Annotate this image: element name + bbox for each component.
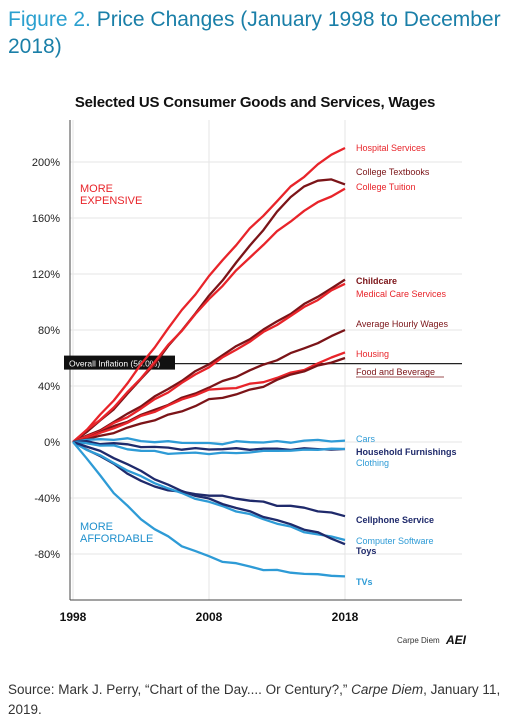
series-label-average-hourly-wages: Average Hourly Wages [356, 319, 449, 329]
x-tick-label: 2008 [196, 610, 223, 624]
series-line-college-tuition [72, 187, 346, 443]
brand-logo: AEI [445, 633, 467, 647]
series-label-computer-software: Computer Software [356, 536, 434, 546]
series-label-childcare: Childcare [356, 276, 397, 286]
figure-label: Figure 2. [8, 8, 91, 31]
figure-title-text: Price Changes (January 1998 to December … [8, 8, 501, 58]
series-line-housing [72, 351, 346, 444]
y-tick-label: 200% [32, 157, 60, 169]
series-line-childcare [72, 278, 346, 444]
source-publication: Carpe Diem [351, 682, 424, 697]
source-prefix: Source: Mark J. Perry, “Chart of the Day… [8, 682, 348, 697]
source-citation: Source: Mark J. Perry, “Chart of the Day… [8, 680, 502, 720]
series-line-medical-care-services [72, 282, 346, 444]
series-label-housing: Housing [356, 349, 389, 359]
series-label-tvs: TVs [356, 577, 373, 587]
series-line-tvs [72, 441, 346, 578]
series-label-food-and-beverage: Food and Beverage [356, 367, 435, 377]
series-label-cellphone-service: Cellphone Service [356, 515, 434, 525]
series-label-hospital-services: Hospital Services [356, 143, 426, 153]
y-tick-label: 80% [38, 325, 60, 337]
series-line-clothing [72, 440, 346, 456]
annotation-more-expensive-line1: MORE [80, 183, 113, 195]
reference-line-label-box [64, 355, 175, 370]
series-line-cars [72, 437, 346, 446]
x-tick-label: 1998 [60, 610, 87, 624]
series-line-average-hourly-wages [72, 328, 346, 444]
series-label-clothing: Clothing [356, 458, 389, 468]
x-tick-label: 2018 [332, 610, 359, 624]
series-line-cellphone-service [72, 440, 346, 518]
annotation-more-affordable-line1: MORE [80, 521, 113, 533]
series-line-toys [72, 440, 346, 546]
series-label-medical-care-services: Medical Care Services [356, 289, 447, 299]
series-label-household-furnishings: Household Furnishings [356, 447, 457, 457]
series-line-computer-software [72, 441, 346, 542]
brand-text: Carpe Diem [397, 636, 440, 645]
annotation-more-expensive-line2: EXPENSIVE [80, 195, 142, 207]
y-tick-label: 120% [32, 269, 60, 281]
annotation-more-affordable-line2: AFFORDABLE [80, 533, 153, 545]
figure-title: Figure 2. Price Changes (January 1998 to… [8, 6, 502, 60]
series-label-cars: Cars [356, 434, 376, 444]
series-label-toys: Toys [356, 546, 376, 556]
series-line-food-and-beverage [72, 356, 346, 444]
y-tick-label: -80% [34, 549, 60, 561]
series-label-college-tuition: College Tuition [356, 182, 416, 192]
series-line-college-textbooks [72, 178, 346, 443]
y-tick-label: 160% [32, 213, 60, 225]
source-date: , January 11, 2019. [8, 682, 501, 717]
y-tick-label: -40% [34, 493, 60, 505]
series-line-hospital-services [72, 146, 346, 443]
series-label-college-textbooks: College Textbooks [356, 167, 430, 177]
reference-line-label: Overall Inflation (56.0%) [69, 359, 160, 369]
y-tick-label: 0% [44, 437, 60, 449]
chart-title: Selected US Consumer Goods and Services,… [74, 94, 436, 111]
y-tick-label: 40% [38, 381, 60, 393]
